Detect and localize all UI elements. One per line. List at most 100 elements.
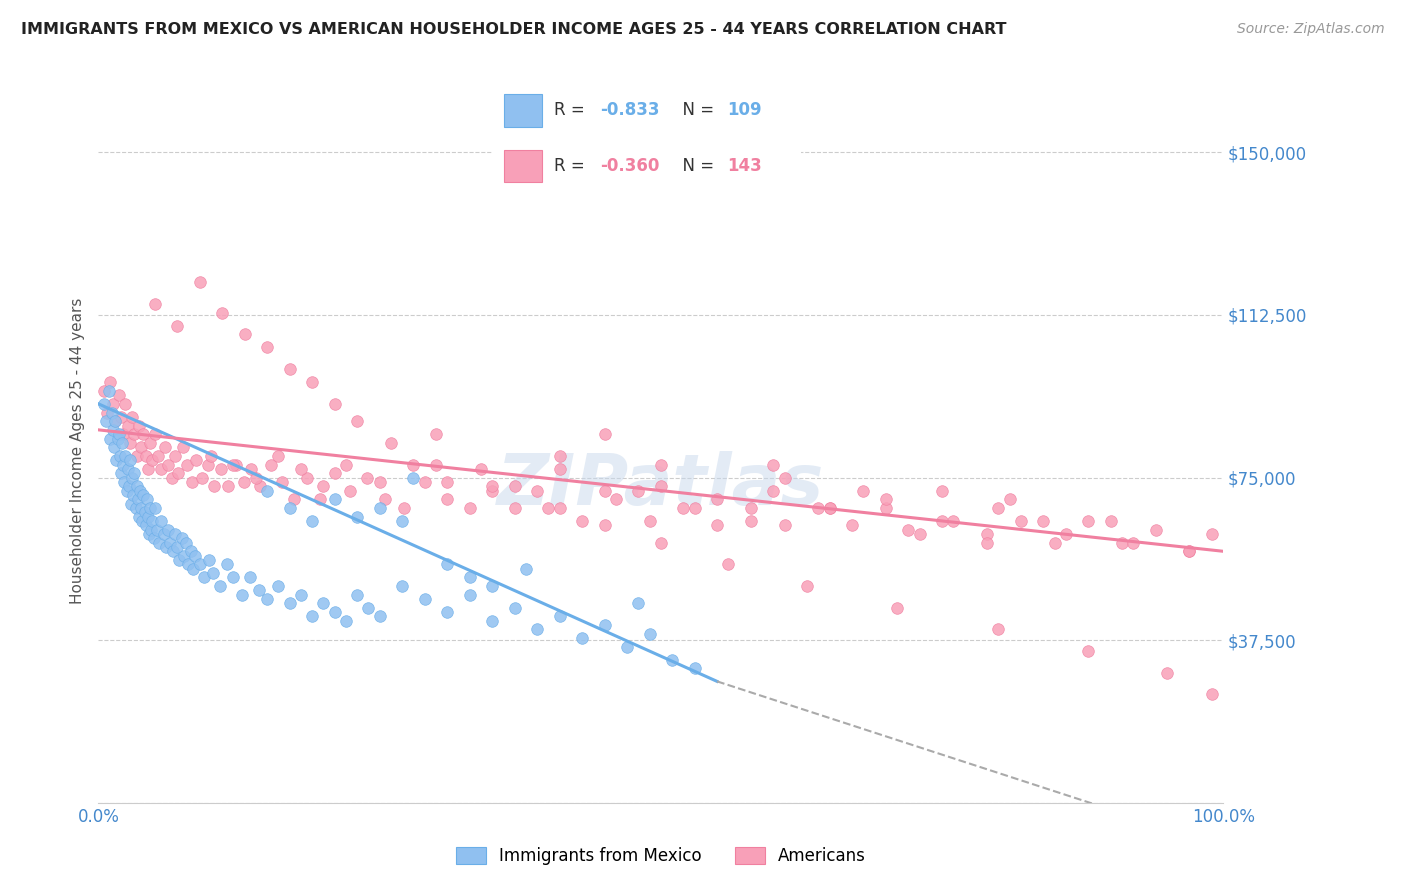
Point	[593, 427, 616, 442]
Point	[108, 449, 131, 463]
Point	[153, 440, 176, 454]
Point	[413, 592, 436, 607]
Point	[270, 475, 292, 489]
Point	[101, 405, 124, 419]
Point	[184, 549, 207, 563]
Point	[132, 488, 155, 502]
Point	[259, 458, 281, 472]
Text: N =: N =	[672, 157, 718, 175]
Point	[180, 544, 202, 558]
Point	[101, 397, 124, 411]
Point	[146, 449, 169, 463]
Point	[335, 614, 357, 628]
Point	[852, 483, 875, 498]
Point	[97, 384, 120, 398]
Point	[167, 467, 190, 481]
Point	[240, 462, 263, 476]
Point	[1077, 644, 1099, 658]
Point	[908, 527, 931, 541]
Point	[98, 375, 121, 389]
Point	[627, 596, 650, 610]
Point	[278, 596, 301, 610]
Point	[114, 397, 136, 411]
Point	[627, 483, 650, 498]
Point	[1201, 687, 1223, 701]
Point	[593, 518, 616, 533]
Point	[886, 600, 908, 615]
Point	[202, 566, 225, 580]
Point	[526, 623, 548, 637]
Point	[1201, 527, 1223, 541]
Point	[169, 553, 191, 567]
Point	[209, 462, 232, 476]
Point	[129, 500, 152, 515]
Point	[283, 492, 305, 507]
Point	[121, 409, 143, 424]
Point	[152, 527, 174, 541]
Point	[148, 535, 170, 549]
Point	[180, 475, 202, 489]
Point	[638, 626, 661, 640]
Point	[987, 623, 1010, 637]
Point	[436, 558, 458, 572]
Point	[661, 653, 683, 667]
Point	[1032, 514, 1054, 528]
Point	[107, 432, 129, 446]
Point	[239, 570, 262, 584]
Point	[211, 306, 233, 320]
Point	[135, 449, 157, 463]
Point	[295, 470, 318, 484]
Point	[312, 479, 335, 493]
Point	[191, 470, 214, 484]
Point	[155, 540, 177, 554]
Point	[402, 470, 425, 484]
Point	[1178, 544, 1201, 558]
Y-axis label: Householder Income Ages 25 - 44 years: Householder Income Ages 25 - 44 years	[69, 297, 84, 604]
Point	[942, 514, 965, 528]
Point	[93, 397, 115, 411]
Point	[706, 492, 728, 507]
Point	[773, 470, 796, 484]
Point	[157, 458, 180, 472]
Point	[278, 500, 301, 515]
Point	[112, 458, 135, 472]
Point	[193, 570, 215, 584]
Point	[346, 509, 368, 524]
Point	[976, 535, 998, 549]
Point	[225, 458, 247, 472]
Point	[141, 523, 163, 537]
Point	[124, 427, 146, 442]
Point	[125, 479, 148, 493]
Point	[129, 440, 152, 454]
Point	[215, 558, 238, 572]
Point	[121, 470, 143, 484]
Point	[176, 458, 198, 472]
Point	[200, 449, 222, 463]
Point	[197, 553, 219, 567]
Point	[120, 497, 142, 511]
Point	[166, 318, 188, 333]
Point	[301, 375, 323, 389]
Point	[93, 384, 115, 398]
Point	[107, 427, 129, 442]
Point	[141, 514, 163, 528]
Point	[402, 458, 425, 472]
Point	[181, 561, 204, 575]
Point	[1144, 523, 1167, 537]
Text: -0.360: -0.360	[600, 157, 659, 175]
Text: Source: ZipAtlas.com: Source: ZipAtlas.com	[1237, 22, 1385, 37]
Point	[1122, 535, 1144, 549]
Point	[1054, 527, 1077, 541]
Point	[548, 449, 571, 463]
Point	[172, 440, 194, 454]
Point	[135, 492, 157, 507]
Point	[98, 432, 121, 446]
Point	[515, 561, 537, 575]
Point	[593, 483, 616, 498]
Point	[356, 470, 378, 484]
Point	[503, 500, 526, 515]
FancyBboxPatch shape	[486, 78, 807, 199]
Point	[650, 458, 672, 472]
Point	[118, 453, 141, 467]
Point	[526, 483, 548, 498]
